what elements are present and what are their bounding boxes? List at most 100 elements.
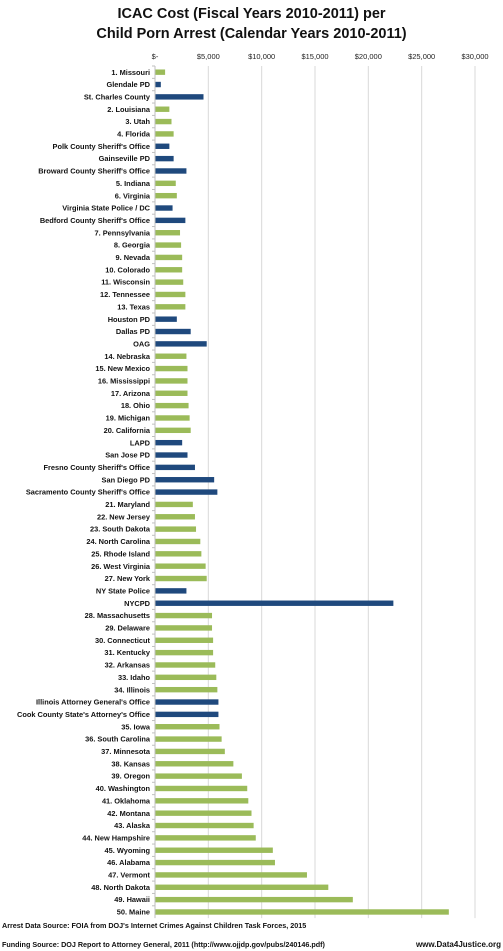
x-tick-label: $5,000 (197, 52, 220, 61)
category-label: 12. Tennessee (100, 290, 150, 299)
bar (155, 896, 353, 903)
bar (155, 106, 170, 112)
x-tick-label: $- (152, 52, 159, 61)
bar (155, 526, 197, 532)
bar (155, 514, 195, 520)
bar (155, 131, 174, 137)
bar (155, 798, 249, 804)
bar (155, 575, 207, 582)
bar (155, 316, 177, 322)
bar (155, 365, 188, 372)
category-label: 39. Oregon (111, 772, 150, 781)
bar (155, 279, 184, 285)
bar (155, 439, 183, 446)
chart-title: ICAC Cost (Fiscal Years 2010-2011) per C… (0, 4, 503, 44)
category-label: NY State Police (96, 586, 150, 595)
bar (155, 686, 218, 693)
category-label: 15. New Mexico (95, 364, 150, 373)
category-label: 32. Arkansas (105, 661, 150, 670)
category-label: 26. West Virginia (91, 562, 151, 571)
bar (155, 649, 214, 656)
bar (155, 785, 248, 792)
chart-title-line-1: ICAC Cost (Fiscal Years 2010-2011) per (117, 6, 386, 22)
bar (155, 810, 252, 816)
bar (155, 328, 191, 335)
category-label: 19. Michigan (106, 414, 151, 423)
bar (155, 192, 177, 199)
arrest-data-source: Arrest Data Source: FOIA from DOJ's Inte… (2, 921, 307, 930)
bar (155, 872, 307, 878)
category-label: Dallas PD (116, 327, 151, 336)
category-label: Glendale PD (106, 80, 150, 89)
category-label: 18. Ohio (121, 401, 151, 410)
category-label: Fresno County Sheriff's Office (44, 463, 150, 472)
category-label: 4. Florida (117, 130, 151, 139)
category-label: 42. Montana (107, 809, 151, 818)
bar (155, 180, 176, 187)
category-label: Sacramento County Sheriff's Office (26, 488, 150, 497)
bar (155, 884, 329, 890)
bar (155, 118, 172, 125)
category-label: Polk County Sheriff's Office (53, 142, 150, 151)
bar (155, 822, 254, 829)
bar (155, 637, 214, 643)
bar (155, 291, 186, 298)
category-label: 49. Hawaii (114, 895, 150, 904)
bar (155, 378, 188, 384)
category-label: 45. Wyoming (105, 846, 151, 855)
bar (155, 489, 218, 495)
bar (155, 402, 189, 409)
category-label: 5. Indiana (116, 179, 151, 188)
category-label: 1. Missouri (111, 68, 150, 77)
bar (155, 464, 195, 471)
category-label: St. Charles County (84, 92, 151, 101)
bar (155, 625, 213, 631)
category-label: 28. Massachusetts (85, 611, 150, 620)
category-label: 13. Texas (117, 302, 150, 311)
x-tick-label: $25,000 (408, 52, 435, 61)
x-tick-label: $10,000 (248, 52, 275, 61)
bar (155, 761, 234, 767)
category-label: LAPD (130, 438, 151, 447)
category-label: 29. Delaware (105, 624, 150, 633)
category-label: 27. New York (105, 574, 151, 583)
category-label: 25. Rhode Island (91, 549, 150, 558)
bar (155, 551, 202, 557)
website-link[interactable]: www.Data4Justice.org (415, 940, 501, 949)
x-tick-label: $15,000 (301, 52, 328, 61)
bar (155, 600, 394, 606)
category-label: Gainseville PD (99, 154, 151, 163)
bar (155, 205, 173, 211)
category-label: Houston PD (108, 315, 151, 324)
bar (155, 736, 222, 742)
category-label: 2. Louisiana (107, 105, 151, 114)
category-label: 46. Alabama (107, 858, 151, 867)
bar (155, 69, 166, 75)
category-label: 22. New Jersey (97, 512, 151, 521)
bar (155, 538, 201, 545)
category-label: Broward County Sheriff's Office (38, 167, 150, 176)
category-label: San Jose PD (105, 451, 150, 460)
x-tick-label: $20,000 (355, 52, 382, 61)
category-label: 48. North Dakota (91, 883, 151, 892)
funding-source: Funding Source: DOJ Report to Attorney G… (2, 940, 325, 949)
category-label: Bedford County Sheriff's Office (40, 216, 150, 225)
x-tick-label: $30,000 (461, 52, 488, 61)
category-label: 6. Virginia (115, 191, 151, 200)
bar (155, 427, 191, 434)
bar (155, 341, 207, 347)
bar (155, 563, 206, 569)
bar (155, 588, 187, 594)
category-label: 14. Nebraska (104, 352, 150, 361)
chart-title-line-2: Child Porn Arrest (Calendar Years 2010-2… (96, 26, 407, 42)
category-label: 43. Alaska (114, 821, 151, 830)
bar (155, 267, 183, 273)
category-label: 16. Mississippi (98, 377, 150, 386)
bar (155, 452, 188, 458)
category-label: 21. Maryland (105, 500, 150, 509)
bar (155, 477, 215, 483)
category-label: 47. Vermont (108, 871, 150, 880)
bars (152, 65, 449, 915)
category-label: 24. North Carolina (86, 537, 151, 546)
